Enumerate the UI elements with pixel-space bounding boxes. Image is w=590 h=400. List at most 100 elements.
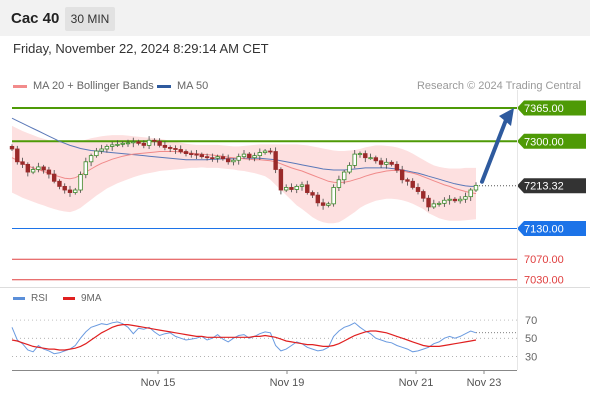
- candle-body: [120, 142, 125, 145]
- candle: [167, 145, 173, 153]
- candle-body: [9, 146, 15, 150]
- level-label-support-4: 7070.00: [524, 254, 564, 266]
- candle: [46, 166, 52, 179]
- candle-body: [368, 157, 373, 160]
- candle: [88, 153, 94, 167]
- candle-body: [341, 171, 347, 181]
- candle: [252, 152, 257, 162]
- candle: [215, 154, 220, 163]
- candle-body: [283, 187, 289, 191]
- candles: [9, 136, 479, 212]
- candle: [136, 139, 141, 146]
- candle: [109, 141, 115, 151]
- candle: [30, 166, 36, 175]
- candle-body: [62, 186, 67, 191]
- candle: [36, 162, 41, 173]
- candle: [452, 197, 458, 203]
- candle-body: [131, 141, 136, 144]
- candle: [257, 148, 263, 160]
- candle: [426, 195, 431, 212]
- candle: [315, 192, 321, 207]
- candle: [141, 140, 147, 149]
- level-tag-last-2: 7213.32: [517, 178, 586, 194]
- candle-body: [67, 189, 73, 193]
- level-label-support-5: 7030.00: [524, 275, 564, 287]
- ma20-swatch: [13, 84, 27, 88]
- ma50-swatch: [157, 84, 171, 88]
- candle: [442, 197, 447, 207]
- candle: [352, 150, 357, 169]
- candle: [447, 195, 452, 205]
- rsi-9ma-line: [11, 324, 477, 351]
- candle-body: [199, 154, 205, 158]
- candle: [131, 137, 136, 148]
- candle: [268, 147, 273, 155]
- candle-body: [294, 186, 299, 190]
- candle-body: [394, 163, 400, 171]
- candle-body: [436, 202, 442, 205]
- candle: [341, 170, 347, 185]
- candle-body: [183, 151, 189, 154]
- candle: [220, 153, 226, 161]
- level-tag-resistance-0: 7365.00: [517, 100, 586, 116]
- candle-body: [189, 153, 194, 155]
- x-tick-label: Nov 23: [467, 377, 502, 389]
- candle-body: [36, 166, 41, 170]
- candle-body: [236, 156, 241, 161]
- candle-body: [25, 163, 31, 173]
- rsi-tick-label: 70: [525, 315, 537, 327]
- candle: [225, 154, 231, 165]
- candle: [104, 144, 110, 153]
- candle: [183, 149, 189, 157]
- candle-body: [378, 160, 384, 165]
- candle: [294, 184, 299, 194]
- candle-body: [57, 180, 62, 187]
- candle-body: [310, 192, 315, 196]
- candle: [236, 153, 241, 165]
- candle: [125, 139, 131, 147]
- candle-body: [252, 155, 257, 159]
- candle: [347, 162, 352, 175]
- interval-button[interactable]: 30 MIN: [65, 7, 115, 31]
- candle-body: [83, 161, 89, 176]
- candle: [94, 147, 99, 158]
- candle-body: [194, 153, 199, 156]
- candle-body: [167, 147, 173, 149]
- header-bar: Cac 40 30 MIN: [0, 0, 590, 36]
- candle-body: [405, 179, 410, 182]
- candle-body: [15, 148, 20, 163]
- level-tag-bg: [517, 178, 586, 194]
- candle-body: [215, 156, 220, 159]
- candle-body: [457, 198, 463, 202]
- candle: [57, 179, 62, 190]
- x-tick-label: Nov 21: [399, 377, 434, 389]
- candle: [9, 144, 15, 152]
- candle-body: [347, 164, 352, 173]
- candle-body: [363, 153, 368, 159]
- candle-body: [442, 199, 447, 204]
- candle-body: [231, 159, 236, 163]
- candle: [421, 189, 426, 202]
- candle-body: [373, 157, 379, 162]
- candle: [363, 150, 368, 163]
- candle: [336, 175, 342, 192]
- level-tag-text: 7365.00: [524, 103, 564, 115]
- candle-body: [204, 156, 210, 159]
- candle-body: [146, 139, 152, 146]
- candle-body: [431, 203, 437, 208]
- candle: [152, 138, 157, 146]
- candle: [331, 184, 336, 207]
- candle-body: [109, 144, 115, 147]
- candle: [368, 153, 373, 160]
- candle-body: [73, 189, 78, 193]
- candle-body: [468, 189, 473, 198]
- rsi-tick-label: 50: [525, 333, 537, 345]
- candle: [384, 158, 389, 169]
- candle: [326, 201, 331, 208]
- candle: [247, 152, 252, 161]
- candle: [415, 183, 421, 195]
- candle-body: [178, 149, 183, 152]
- candle: [25, 162, 31, 177]
- candle: [468, 187, 473, 202]
